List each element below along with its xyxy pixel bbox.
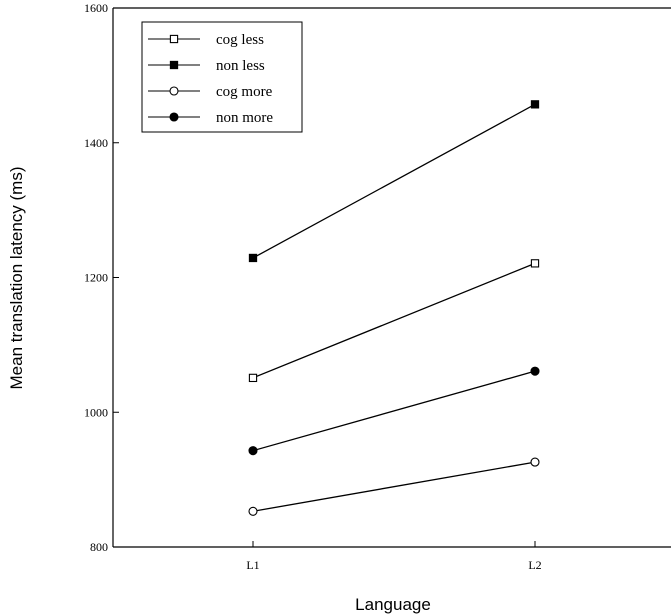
series-group — [248, 100, 540, 263]
y-axis-title: Mean translation latency (ms) — [7, 167, 26, 390]
x-ticks: L1 L2 — [246, 541, 542, 572]
data-point — [248, 253, 258, 263]
x-axis-title: Language — [355, 595, 431, 614]
legend-marker — [169, 112, 179, 122]
y-tick-label: 1200 — [84, 271, 108, 285]
legend-label: cog more — [216, 84, 273, 100]
data-point — [530, 457, 540, 467]
y-tick-label: 800 — [90, 540, 108, 554]
data-point — [248, 446, 258, 456]
series-line — [252, 103, 536, 259]
data-point — [248, 506, 258, 516]
y-tick-label: 1600 — [84, 1, 108, 15]
series-layer — [248, 100, 540, 516]
data-point — [530, 366, 540, 376]
x-tick-label: L1 — [246, 558, 259, 572]
data-point — [248, 373, 258, 383]
series-group — [248, 259, 540, 383]
y-ticks: 800 1000 1200 1400 1600 — [84, 1, 119, 554]
legend-box — [141, 21, 303, 133]
legend-marker — [169, 86, 179, 96]
data-point — [530, 100, 540, 109]
legend: cog less non less cog more non more — [141, 21, 303, 133]
legend-marker — [169, 60, 179, 70]
x-tick-label: L2 — [528, 558, 541, 572]
y-tick-label: 1400 — [84, 136, 108, 150]
legend-label: non more — [216, 110, 273, 126]
y-tick-label: 1000 — [84, 405, 108, 419]
series-group — [248, 366, 540, 456]
legend-label: non less — [216, 58, 265, 74]
data-point — [530, 259, 540, 268]
series-line — [252, 370, 536, 452]
legend-label: cog less — [216, 32, 264, 48]
series-group — [248, 457, 540, 516]
legend-marker — [169, 34, 179, 44]
series-line — [252, 262, 536, 379]
series-line — [252, 461, 536, 512]
